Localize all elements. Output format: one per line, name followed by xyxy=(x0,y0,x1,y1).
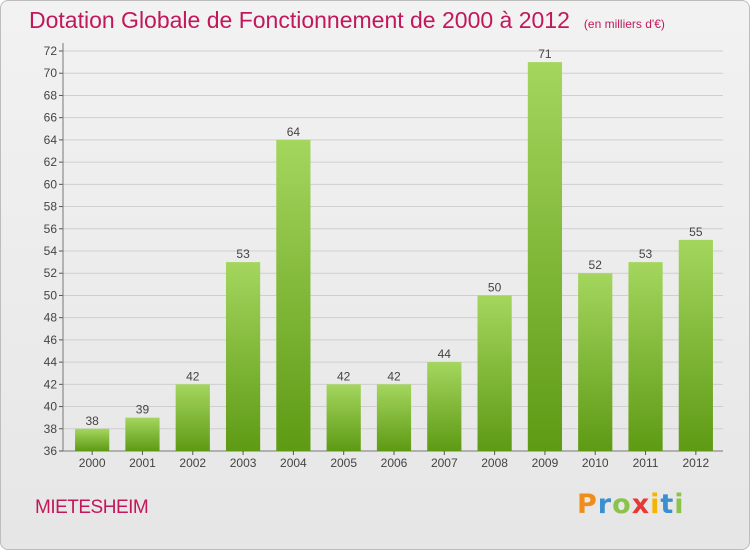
y-tick-label: 42 xyxy=(44,377,58,391)
y-tick-label: 68 xyxy=(44,88,58,102)
data-label: 64 xyxy=(287,125,301,139)
x-tick-label: 2003 xyxy=(230,456,257,470)
y-tick-label: 52 xyxy=(44,266,58,280)
x-tick-label: 2007 xyxy=(431,456,458,470)
data-label: 53 xyxy=(236,247,250,261)
title-text: Dotation Globale de Fonctionnement de 20… xyxy=(29,7,570,33)
data-label: 39 xyxy=(136,403,150,417)
x-tick-label: 2001 xyxy=(129,456,156,470)
logo-letter: P xyxy=(577,489,598,520)
proxiti-logo: Proxiti xyxy=(577,489,685,520)
bar-2007 xyxy=(427,362,462,451)
bar-2011 xyxy=(628,262,663,451)
logo-letter: o xyxy=(612,489,632,520)
y-tick-label: 58 xyxy=(44,200,58,214)
chart-subtitle: (en milliers d'€) xyxy=(583,17,665,31)
data-label: 53 xyxy=(639,247,653,261)
data-label: 42 xyxy=(337,369,351,383)
data-label: 38 xyxy=(85,414,99,428)
x-tick-label: 2005 xyxy=(330,456,357,470)
y-tick-label: 48 xyxy=(44,311,58,325)
x-tick-label: 2002 xyxy=(179,456,206,470)
logo-letter: r xyxy=(597,489,613,520)
bar-2004 xyxy=(276,139,311,451)
x-tick-label: 2011 xyxy=(633,456,659,470)
logo-letter: x xyxy=(631,489,651,520)
bar-2005 xyxy=(326,384,361,451)
bar-2001 xyxy=(125,417,160,451)
y-tick-label: 60 xyxy=(44,177,58,191)
y-tick-label: 44 xyxy=(44,355,58,369)
data-label: 52 xyxy=(589,258,603,272)
logo-letter: i xyxy=(674,489,685,520)
data-label: 55 xyxy=(689,225,703,239)
y-tick-label: 38 xyxy=(44,422,58,436)
y-tick-label: 64 xyxy=(44,133,58,147)
bar-2003 xyxy=(225,262,261,451)
y-tick-label: 40 xyxy=(44,400,58,414)
x-tick-label: 2000 xyxy=(79,456,106,470)
y-tick-label: 36 xyxy=(44,444,58,458)
bar-2010 xyxy=(578,273,613,451)
data-label: 50 xyxy=(488,280,502,294)
bar-2008 xyxy=(477,295,512,451)
bar-2002 xyxy=(175,384,210,451)
y-tick-label: 46 xyxy=(44,333,58,347)
y-tick-label: 54 xyxy=(44,244,58,258)
y-tick-label: 66 xyxy=(44,111,58,125)
chart-title: Dotation Globale de Fonctionnement de 20… xyxy=(29,7,665,34)
data-label: 44 xyxy=(438,347,452,361)
commune-name: MIETESHEIM xyxy=(35,497,149,518)
x-tick-label: 2010 xyxy=(582,456,609,470)
bars xyxy=(75,62,713,451)
logo-letter: i xyxy=(650,489,661,520)
logo-letter: t xyxy=(660,489,675,520)
bar-2000 xyxy=(75,428,110,451)
labels: 36 38 40 42 44 46 48 50 52 54 56 58 60 62 64 66 68 70 72 38… xyxy=(44,44,710,470)
y-tick-label: 50 xyxy=(44,288,58,302)
bar-2009 xyxy=(527,62,563,451)
data-label: 42 xyxy=(387,369,401,383)
x-tick-label: 2012 xyxy=(682,456,709,470)
x-tick-label: 2008 xyxy=(481,456,508,470)
bar-2006 xyxy=(376,384,412,451)
y-tick-label: 72 xyxy=(44,44,58,58)
data-label: 71 xyxy=(538,47,552,61)
x-tick-label: 2009 xyxy=(532,456,559,470)
y-tick-label: 62 xyxy=(44,155,58,169)
y-tick-label: 70 xyxy=(44,66,58,80)
x-tick-label: 2006 xyxy=(381,456,408,470)
x-tick-label: 2004 xyxy=(280,456,307,470)
data-label: 42 xyxy=(186,369,200,383)
y-tick-label: 56 xyxy=(44,222,58,236)
bar-2012 xyxy=(678,239,713,451)
